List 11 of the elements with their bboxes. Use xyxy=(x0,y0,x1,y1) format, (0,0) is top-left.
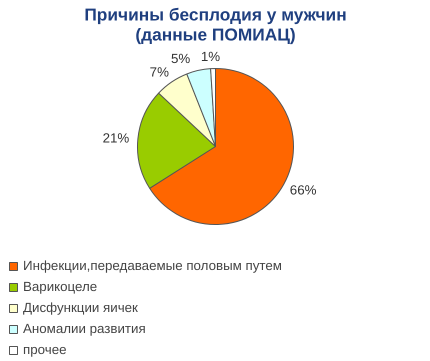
chart-title: Причины бесплодия у мужчин (данные ПОМИАЦ) xyxy=(84,4,347,44)
data-label: 5% xyxy=(170,51,190,66)
legend-label: Варикоцеле xyxy=(23,279,98,294)
data-label: 1% xyxy=(200,49,220,64)
data-label: 7% xyxy=(150,64,170,80)
data-label: 21% xyxy=(102,130,130,146)
legend-label: прочее xyxy=(23,342,67,357)
legend-label: Дисфункции яичек xyxy=(23,300,138,315)
data-label: 66% xyxy=(290,182,317,198)
legend-label: Аномалии развития xyxy=(23,321,146,336)
legend-label: Инфекции,передаваемые половым путем xyxy=(23,258,282,273)
